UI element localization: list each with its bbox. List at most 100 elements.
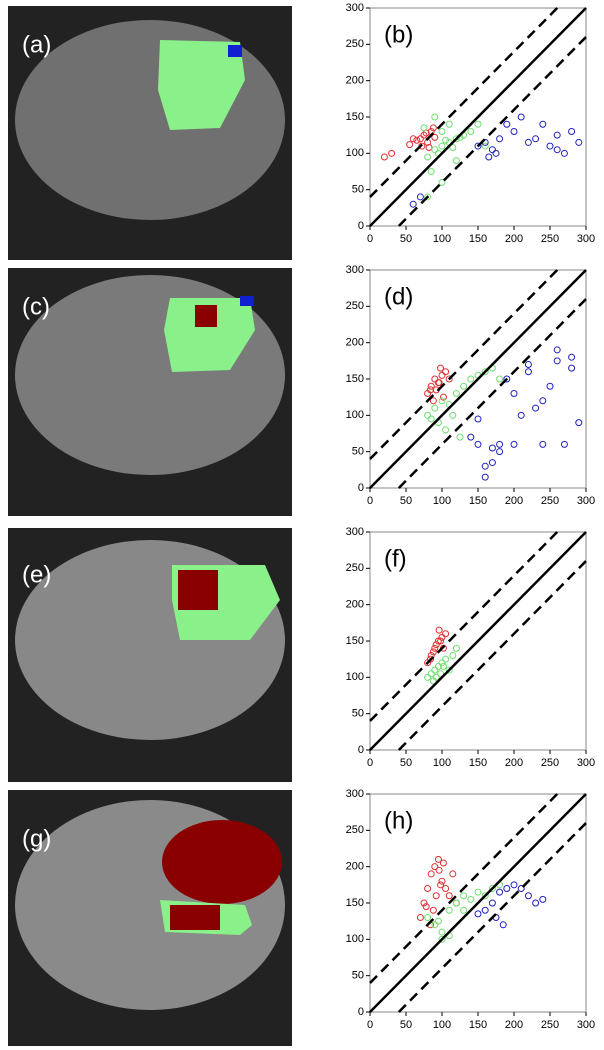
point: [431, 133, 439, 141]
y-tick-label: 300: [346, 788, 364, 800]
point: [532, 404, 540, 412]
point: [431, 375, 439, 383]
point: [429, 648, 437, 656]
image-label: (g): [22, 825, 51, 852]
point: [449, 411, 457, 419]
point: [445, 120, 453, 128]
reference-line: [369, 269, 559, 460]
scatter-plot: 0 50 100 150 200 250 300 0 50 100 150 200 250 300 (f): [346, 526, 596, 769]
point: [539, 895, 547, 903]
point: [439, 662, 447, 670]
point: [503, 884, 511, 892]
y-tick-label: 250: [346, 300, 364, 312]
y-tick-label: 100: [346, 933, 364, 945]
y-tick-label: 200: [346, 599, 364, 611]
y-tick-label: 200: [346, 75, 364, 87]
point: [452, 899, 460, 907]
x-tick-label: 100: [433, 233, 451, 245]
point: [409, 135, 417, 143]
x-tick-label: 150: [469, 1019, 487, 1031]
x-tick-label: 300: [577, 233, 595, 245]
point: [424, 914, 432, 922]
point: [442, 884, 450, 892]
point: [424, 411, 432, 419]
point: [424, 673, 432, 681]
point: [460, 906, 468, 914]
point: [424, 884, 432, 892]
point: [496, 375, 504, 383]
point: [416, 135, 424, 143]
reference-line: [369, 7, 559, 198]
point: [485, 153, 493, 161]
brain: [15, 20, 285, 220]
point: [460, 382, 468, 390]
point: [445, 906, 453, 914]
x-tick-label: 200: [505, 1019, 523, 1031]
point: [431, 666, 439, 674]
point: [503, 120, 511, 128]
point: [380, 153, 388, 161]
point: [427, 382, 435, 390]
y-tick-label: 250: [346, 562, 364, 574]
point: [442, 630, 450, 638]
reference-line: [397, 822, 587, 1013]
overlay-red: [195, 305, 217, 327]
x-tick-label: 250: [541, 495, 559, 507]
y-tick-label: 300: [346, 264, 364, 276]
point: [431, 863, 439, 871]
mri-g: (g): [8, 790, 292, 1046]
point: [575, 138, 583, 146]
point: [424, 153, 432, 161]
point: [539, 120, 547, 128]
point: [503, 375, 511, 383]
y-tick-label: 250: [346, 38, 364, 50]
point: [438, 633, 446, 641]
point: [467, 433, 475, 441]
point: [452, 390, 460, 398]
x-tick-label: 300: [577, 1019, 595, 1031]
overlay-blue: [240, 296, 254, 306]
mri-e: (e): [8, 528, 292, 782]
point: [442, 426, 450, 434]
point: [438, 877, 446, 885]
point: [439, 859, 447, 867]
point: [439, 393, 447, 401]
point: [517, 411, 525, 419]
point: [431, 146, 439, 154]
point: [568, 353, 576, 361]
point: [445, 892, 453, 900]
point: [488, 884, 496, 892]
point: [434, 637, 442, 645]
point: [496, 135, 504, 143]
point: [532, 899, 540, 907]
panel-label: (h): [384, 807, 413, 834]
point: [427, 670, 435, 678]
x-tick-label: 250: [541, 1019, 559, 1031]
point: [424, 193, 432, 201]
point: [539, 440, 547, 448]
point: [431, 113, 439, 121]
reference-line: [369, 7, 587, 227]
point: [474, 415, 482, 423]
point: [517, 884, 525, 892]
point: [481, 142, 489, 150]
point: [517, 113, 525, 121]
point: [474, 440, 482, 448]
overlay-red: [178, 570, 218, 610]
scatter-plot: 0 50 100 150 200 250 300 0 50 100 150 200 250 300 (d): [346, 264, 596, 507]
point: [438, 128, 446, 136]
point: [452, 157, 460, 165]
point: [492, 149, 500, 157]
point: [442, 368, 450, 376]
x-tick-label: 150: [469, 757, 487, 769]
point: [388, 149, 396, 157]
reference-line: [369, 531, 559, 722]
image-label: (a): [22, 31, 51, 58]
point: [438, 659, 446, 667]
x-tick-label: 50: [400, 757, 412, 769]
x-tick-label: 200: [505, 757, 523, 769]
point: [425, 144, 433, 152]
point: [539, 397, 547, 405]
reference-line: [369, 269, 587, 489]
